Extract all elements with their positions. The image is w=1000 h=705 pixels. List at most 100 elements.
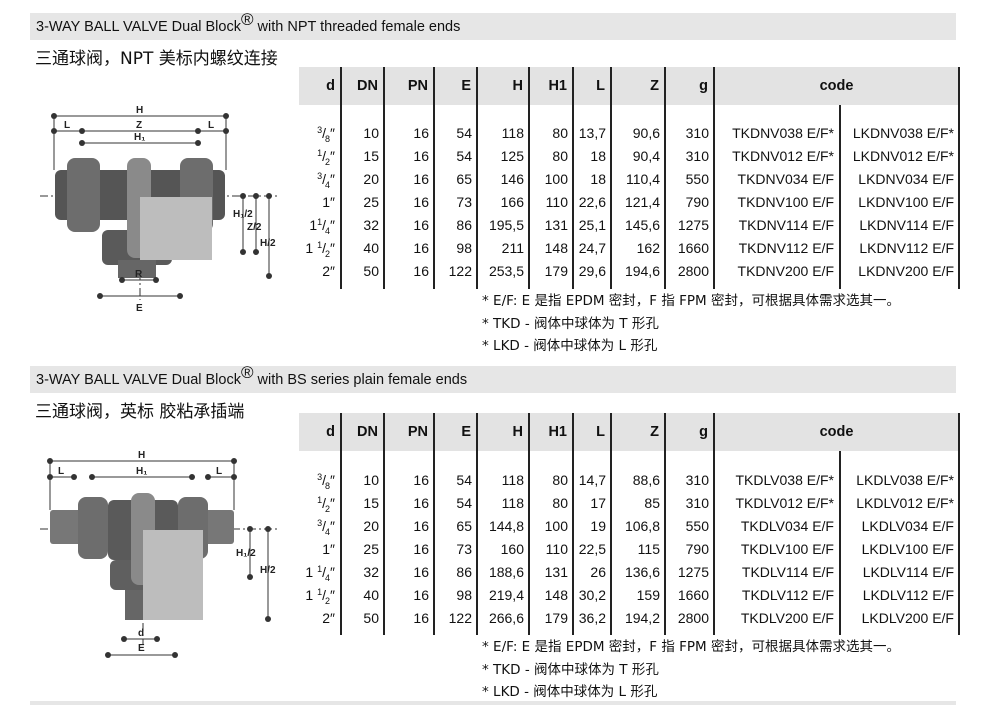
cell-l: 19 — [590, 518, 606, 534]
cell-code-tkd: TKDLV038 E/F* — [735, 472, 834, 488]
cell-h1: 80 — [552, 472, 568, 488]
d-numerator: 1 — [317, 587, 323, 597]
cell-g: 790 — [685, 194, 709, 210]
cell-code-lkd: LKDNV034 E/F — [858, 171, 954, 187]
cell-h: 253,5 — [488, 263, 524, 279]
d-inch-unit: ″ — [330, 194, 335, 210]
column-divider — [528, 413, 530, 635]
cell-code-tkd: TKDNV034 E/F — [737, 171, 834, 187]
column-header-z: Z — [650, 424, 659, 440]
dim-label-e: E — [138, 643, 145, 654]
dim-label-h-half: H/2 — [260, 238, 276, 249]
d-whole: 1 — [322, 194, 331, 210]
cell-g: 550 — [685, 518, 709, 534]
d-denominator: 8 — [325, 134, 331, 144]
cell-dn: 20 — [363, 518, 379, 534]
cell-h1: 131 — [544, 564, 568, 580]
cell-dn: 10 — [363, 125, 379, 141]
column-divider — [713, 413, 715, 635]
column-header-pn: PN — [407, 78, 428, 94]
cell-code-lkd: LKDLV038 E/F* — [856, 472, 954, 488]
cell-g: 790 — [685, 541, 709, 557]
d-denominator: 4 — [325, 573, 331, 583]
column-header-g: g — [699, 78, 708, 94]
column-divider — [383, 67, 385, 289]
cell-dn: 25 — [363, 541, 379, 557]
cell-code-lkd: LKDNV114 E/F — [859, 217, 954, 233]
cell-dn: 15 — [363, 148, 379, 164]
note-ef: * E/F: E 是指 EPDM 密封，F 指 FPM 密封，可根据具体需求选其… — [482, 293, 900, 309]
title-text: with BS series plain female ends — [253, 372, 468, 388]
dim-label-h1-half: H₁/2 — [236, 548, 256, 559]
d-numerator: 1 — [317, 495, 323, 505]
d-denominator: 4 — [325, 180, 331, 190]
cell-g: 1275 — [677, 564, 709, 580]
cell-e: 98 — [456, 240, 472, 256]
section-title-npt: 3-WAY BALL VALVE Dual Block® with NPT th… — [30, 11, 956, 40]
cell-code-tkd: TKDLV114 E/F — [741, 564, 834, 580]
dim-label-l: L — [208, 120, 214, 131]
column-header-z: Z — [650, 78, 659, 94]
dim-label-h: H — [136, 105, 143, 116]
cell-e: 122 — [448, 610, 472, 626]
cell-code-lkd: LKDLV012 E/F* — [856, 495, 954, 511]
column-header-dn: DN — [357, 78, 378, 94]
d-denominator: 2 — [325, 157, 331, 167]
cell-z: 115 — [637, 541, 660, 557]
dim-label-h1-half: H₁/2 — [233, 209, 253, 220]
cell-dn: 10 — [363, 472, 379, 488]
cell-z: 88,6 — [632, 472, 660, 488]
cell-e: 86 — [456, 564, 472, 580]
cell-g: 2800 — [677, 610, 709, 626]
cell-l: 36,2 — [578, 610, 606, 626]
cell-pn: 16 — [413, 148, 429, 164]
column-divider — [664, 413, 666, 635]
divider — [30, 701, 956, 705]
cell-h1: 80 — [552, 495, 568, 511]
cell-h: 266,6 — [488, 610, 524, 626]
cell-g: 2800 — [677, 263, 709, 279]
d-numerator: 1 — [317, 148, 323, 158]
cell-h: 146 — [500, 171, 524, 187]
cell-h1: 179 — [544, 263, 568, 279]
cell-z: 159 — [636, 587, 660, 603]
column-header-e: E — [461, 424, 471, 440]
table-row: 3/8″ 10 16 54 118 80 13,7 90,6 310 TKDNV038 E/F* L… — [299, 125, 959, 145]
d-inch-unit: ″ — [330, 472, 335, 488]
cell-d: 3/8″ — [317, 472, 335, 491]
table-row: 1 1/2″ 40 16 98 211 148 24,7 162 1660 TKDNV112 E/… — [299, 240, 959, 260]
cell-code-lkd: LKDLV112 E/F — [862, 587, 954, 603]
d-numerator: 3 — [317, 472, 323, 482]
cell-z: 194,6 — [624, 263, 660, 279]
cell-d: 1″ — [299, 194, 335, 210]
cell-g: 310 — [685, 472, 709, 488]
column-header-d: d — [326, 424, 335, 440]
cell-pn: 16 — [413, 240, 429, 256]
table-row: 1/2″ 15 16 54 125 80 18 90,4 310 TKDNV012 E/F* LKD… — [299, 148, 959, 168]
cell-dn: 50 — [363, 610, 379, 626]
cell-h1: 148 — [544, 240, 568, 256]
column-header-code: code — [819, 424, 854, 440]
cell-z: 145,6 — [624, 217, 660, 233]
d-denominator: 2 — [325, 504, 331, 514]
d-denominator: 2 — [325, 249, 331, 259]
cell-e: 54 — [456, 125, 472, 141]
column-divider — [713, 67, 715, 289]
column-header-h1: H1 — [548, 78, 567, 94]
d-inch-unit: ″ — [330, 171, 335, 187]
column-divider — [383, 413, 385, 635]
dim-label-h1: H₁ — [134, 132, 145, 143]
code-column-divider — [839, 105, 841, 289]
note-ef: * E/F: E 是指 EPDM 密封，F 指 FPM 密封，可根据具体需求选其… — [482, 639, 900, 655]
cell-l: 24,7 — [578, 240, 606, 256]
cell-code-lkd: LKDLV100 E/F — [861, 541, 954, 557]
cell-dn: 40 — [363, 587, 379, 603]
cell-h1: 100 — [544, 171, 568, 187]
cell-code-tkd: TKDLV012 E/F* — [735, 495, 834, 511]
title-text: 3-WAY BALL VALVE Dual Block — [36, 372, 241, 388]
cell-code-tkd: TKDNV038 E/F* — [732, 125, 834, 141]
cell-d: 3/4″ — [317, 518, 335, 537]
cell-h: 211 — [501, 240, 524, 256]
cell-dn: 32 — [363, 564, 379, 580]
table-row: 1 1/4″ 32 16 86 188,6 131 26 136,6 1275 TKDLV114 … — [299, 564, 959, 584]
